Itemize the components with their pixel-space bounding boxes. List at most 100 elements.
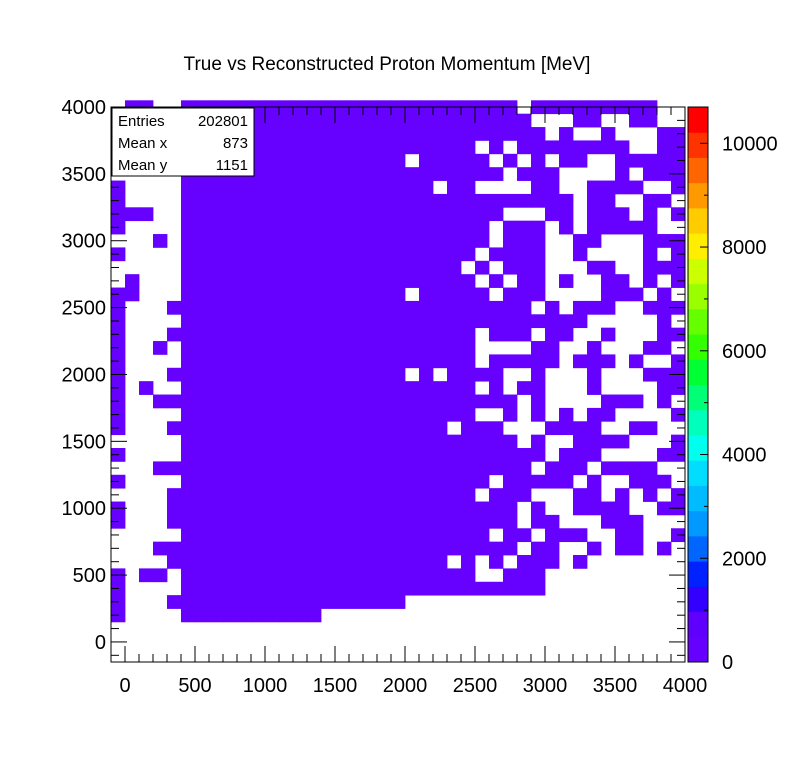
histogram-bin [643, 341, 658, 355]
histogram-bin [363, 314, 378, 329]
histogram-bin [489, 207, 504, 222]
histogram-bin [405, 341, 420, 355]
histogram-bin [279, 488, 294, 502]
histogram-bin [251, 153, 266, 168]
histogram-bin [265, 247, 280, 262]
histogram-bin [615, 528, 630, 543]
histogram-bin [643, 461, 658, 476]
histogram-bin [167, 555, 182, 569]
histogram-bin [363, 167, 378, 181]
histogram-bin [321, 207, 336, 222]
histogram-bin [209, 207, 224, 222]
histogram-bin [237, 327, 252, 342]
histogram-bin [335, 354, 350, 369]
histogram-bin [223, 381, 238, 395]
histogram-bin [587, 354, 602, 369]
histogram-bin [433, 341, 448, 355]
histogram-bin [587, 220, 602, 235]
histogram-bin [377, 367, 392, 382]
histogram-bin [391, 193, 406, 208]
histogram-bin [531, 501, 546, 516]
histogram-bin [489, 274, 504, 288]
histogram-bin [307, 260, 322, 275]
histogram-bin [531, 193, 546, 208]
histogram-bin [419, 568, 434, 583]
histogram-bin [545, 300, 560, 315]
histogram-bin [573, 314, 588, 329]
histogram-bin [153, 461, 168, 476]
histogram-bin [153, 541, 168, 556]
histogram-bin [461, 448, 476, 462]
histogram-bin [195, 207, 210, 222]
histogram-bin [405, 407, 420, 422]
histogram-bin [391, 341, 406, 355]
histogram-bin [405, 234, 420, 248]
histogram-bin [475, 234, 490, 248]
histogram-bin [559, 140, 574, 155]
histogram-bin [419, 127, 434, 141]
histogram-bin [223, 287, 238, 302]
histogram-bin [447, 541, 462, 556]
histogram-bin [251, 300, 266, 315]
histogram-bin [531, 140, 546, 155]
histogram-bin [475, 541, 490, 556]
histogram-bin [209, 514, 224, 529]
histogram-bin [209, 367, 224, 382]
histogram-bin [195, 260, 210, 275]
histogram-bin [167, 501, 182, 516]
histogram-bin [195, 234, 210, 248]
histogram-bin [461, 514, 476, 529]
histogram-bin [251, 113, 266, 128]
histogram-bin [335, 193, 350, 208]
histogram-bin [335, 555, 350, 569]
histogram-bin [335, 341, 350, 355]
histogram-bin [307, 207, 322, 222]
histogram-bin [195, 274, 210, 288]
histogram-bin [405, 448, 420, 462]
histogram-bin [377, 260, 392, 275]
histogram-bin [377, 581, 392, 596]
histogram-bin [461, 327, 476, 342]
histogram-bin [615, 541, 630, 556]
histogram-bin [237, 488, 252, 502]
histogram-bin [251, 555, 266, 569]
histogram-bin [447, 300, 462, 315]
histogram-bin [503, 488, 518, 502]
histogram-bin [363, 528, 378, 543]
stats-entries-value: 202801 [198, 113, 248, 130]
histogram-bin [601, 193, 616, 208]
histogram-bin [587, 488, 602, 502]
histogram-bin [251, 381, 266, 395]
histogram-bin [419, 581, 434, 596]
histogram-bin [447, 341, 462, 355]
histogram-bin [391, 260, 406, 275]
histogram-bin [377, 448, 392, 462]
histogram-bin [657, 501, 672, 516]
histogram-bin [307, 581, 322, 596]
histogram-bin [531, 541, 546, 556]
histogram-bin [447, 287, 462, 302]
histogram-bin [293, 341, 308, 355]
histogram-bin [251, 287, 266, 302]
histogram-bin [349, 167, 364, 181]
histogram-bin [377, 113, 392, 128]
histogram-bin [209, 300, 224, 315]
colorbar-segment [688, 409, 708, 436]
histogram-bin [363, 127, 378, 141]
histogram-bin [475, 287, 490, 302]
histogram-bin [545, 555, 560, 569]
histogram-bin [307, 608, 322, 623]
x-tick-label: 1000 [243, 675, 288, 697]
histogram-bin [279, 381, 294, 395]
histogram-bin [209, 274, 224, 288]
histogram-bin [363, 327, 378, 342]
histogram-bins [111, 100, 686, 623]
histogram-bin [545, 180, 560, 195]
histogram-bin [489, 541, 504, 556]
histogram-bin [251, 434, 266, 449]
histogram-bin [251, 327, 266, 342]
histogram-bin [363, 140, 378, 155]
histogram-bin [545, 541, 560, 556]
histogram-bin [321, 568, 336, 583]
histogram-bin [601, 274, 616, 288]
